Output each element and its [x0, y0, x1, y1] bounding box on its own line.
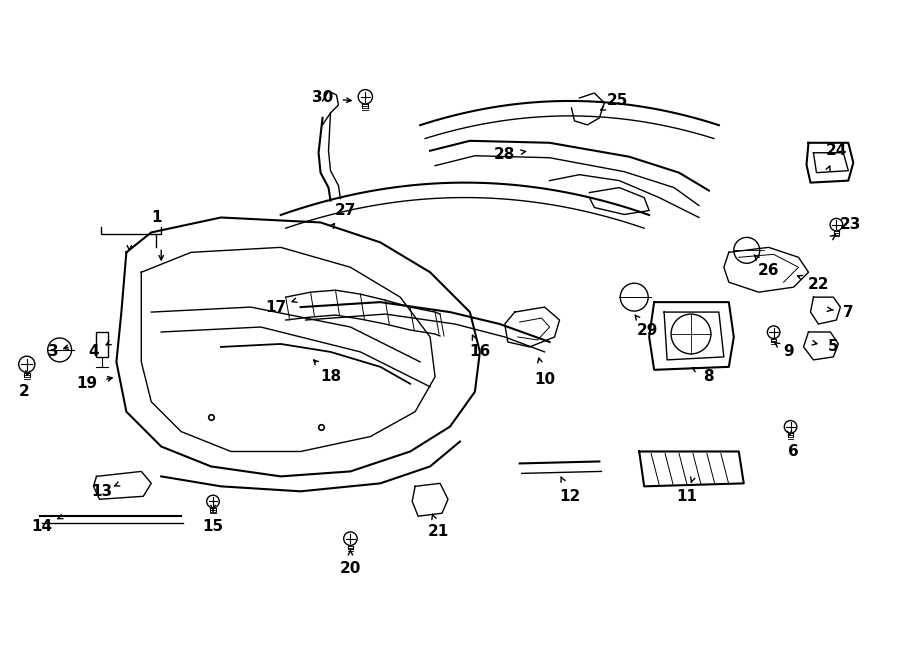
Text: 9: 9 [783, 344, 794, 359]
Text: 26: 26 [758, 263, 779, 278]
Text: 13: 13 [91, 484, 112, 499]
Text: 18: 18 [320, 369, 341, 385]
Text: 10: 10 [534, 372, 555, 387]
Text: 29: 29 [636, 322, 658, 338]
Text: 7: 7 [843, 305, 853, 320]
Text: 6: 6 [788, 444, 799, 459]
Text: 23: 23 [840, 217, 861, 232]
Text: 16: 16 [469, 344, 491, 359]
Text: 17: 17 [266, 300, 286, 314]
Text: 3: 3 [49, 344, 59, 359]
Text: 28: 28 [494, 147, 516, 162]
Text: 25: 25 [607, 93, 628, 109]
Bar [96, 332, 108, 357]
Text: 12: 12 [559, 489, 580, 504]
Text: 30: 30 [312, 91, 333, 105]
Text: 11: 11 [677, 489, 698, 504]
Text: 24: 24 [825, 143, 847, 158]
Text: 20: 20 [339, 561, 361, 577]
Text: 8: 8 [704, 369, 715, 385]
Text: 14: 14 [32, 519, 52, 534]
Text: 5: 5 [828, 340, 839, 354]
Text: 15: 15 [202, 519, 223, 534]
Text: 19: 19 [76, 376, 97, 391]
Text: 27: 27 [335, 203, 356, 218]
Text: 2: 2 [18, 384, 29, 399]
Text: 1: 1 [151, 210, 161, 225]
Text: 22: 22 [807, 277, 829, 292]
Text: 4: 4 [88, 344, 99, 359]
Text: 21: 21 [428, 524, 449, 539]
